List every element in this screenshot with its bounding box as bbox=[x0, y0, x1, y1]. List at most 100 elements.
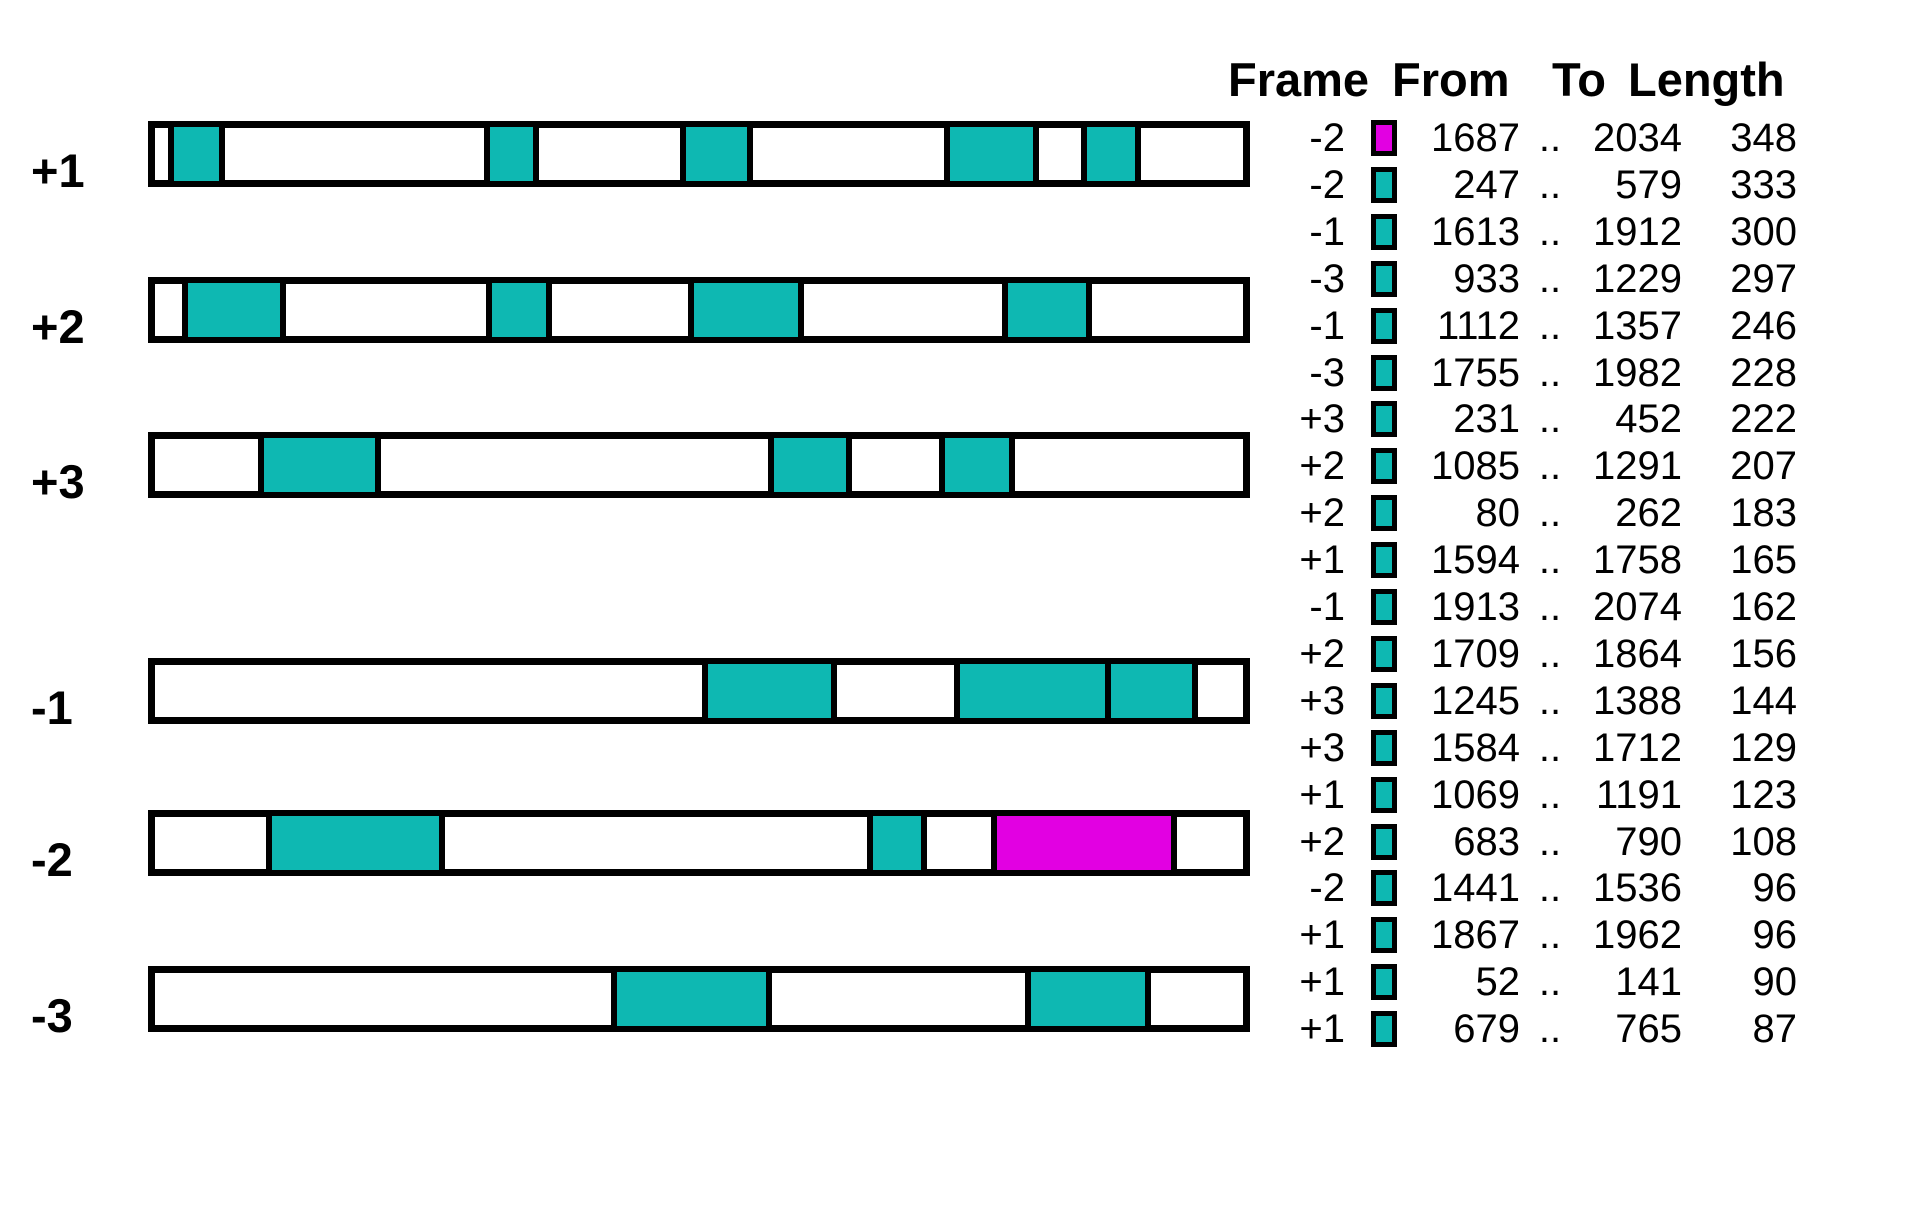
cell-length: 228 bbox=[1730, 350, 1797, 395]
table-row[interactable]: -1 1913.. 2074 162 bbox=[1230, 584, 1810, 630]
orf-color-swatch bbox=[1371, 166, 1397, 203]
orf-segment[interactable] bbox=[182, 277, 286, 343]
col-header-frame: Frame bbox=[1228, 53, 1370, 106]
cell-to: 1191 bbox=[1595, 772, 1682, 817]
cell-frame: +1 bbox=[1299, 772, 1345, 817]
orf-segment[interactable] bbox=[168, 121, 225, 187]
cell-frame: +2 bbox=[1299, 631, 1345, 676]
orf-segment[interactable] bbox=[1081, 121, 1142, 187]
orf-color-swatch bbox=[1371, 870, 1397, 907]
cell-length: 129 bbox=[1730, 725, 1797, 770]
table-row[interactable]: +3 1245.. 1388 144 bbox=[1230, 678, 1810, 724]
range-separator: .. bbox=[1538, 585, 1562, 629]
cell-from: 1913 bbox=[1431, 585, 1520, 629]
table-row[interactable]: +3 1584.. 1712 129 bbox=[1230, 725, 1810, 771]
range-separator: .. bbox=[1538, 631, 1562, 676]
orf-segment[interactable] bbox=[768, 432, 853, 498]
cell-from: 1709 bbox=[1431, 631, 1520, 676]
cell-to: 2074 bbox=[1593, 585, 1682, 629]
cell-to: 1912 bbox=[1593, 209, 1682, 254]
cell-to: 452 bbox=[1615, 397, 1682, 442]
frame-bar bbox=[148, 658, 1250, 724]
cell-to: 1864 bbox=[1593, 631, 1682, 676]
col-header-length: Length bbox=[1628, 53, 1785, 106]
orf-segment-selected[interactable] bbox=[990, 810, 1178, 876]
table-row[interactable]: +3 231.. 452 222 bbox=[1230, 396, 1810, 442]
orf-color-swatch bbox=[1371, 260, 1397, 297]
cell-frame: +2 bbox=[1299, 444, 1345, 489]
orf-color-swatch bbox=[1371, 917, 1397, 954]
table-row[interactable]: -1 1112.. 1357 246 bbox=[1230, 303, 1810, 349]
cell-length: 348 bbox=[1730, 116, 1797, 160]
table-row[interactable]: -1 1613.. 1912 300 bbox=[1230, 209, 1810, 255]
cell-length: 297 bbox=[1730, 256, 1797, 301]
cell-length: 183 bbox=[1730, 491, 1797, 536]
frame-label: -1 bbox=[31, 681, 73, 734]
table-row[interactable]: +1 679.. 765 87 bbox=[1230, 1006, 1810, 1052]
orf-segment[interactable] bbox=[1001, 277, 1092, 343]
range-separator: .. bbox=[1538, 116, 1562, 160]
cell-from: 1755 bbox=[1431, 350, 1520, 395]
orf-segment[interactable] bbox=[611, 966, 773, 1032]
table-row[interactable]: +2 80.. 262 183 bbox=[1230, 490, 1810, 536]
orf-segment[interactable] bbox=[1025, 966, 1152, 1032]
cell-length: 162 bbox=[1730, 585, 1797, 629]
orf-color-swatch bbox=[1371, 401, 1397, 438]
cell-to: 579 bbox=[1615, 162, 1682, 207]
orf-segment[interactable] bbox=[944, 121, 1039, 187]
orf-segment[interactable] bbox=[939, 432, 1016, 498]
cell-frame: -1 bbox=[1309, 585, 1345, 629]
orf-segment[interactable] bbox=[266, 810, 446, 876]
cell-from: 1584 bbox=[1431, 725, 1520, 770]
col-header-from: From bbox=[1392, 53, 1510, 106]
cell-frame: +1 bbox=[1299, 538, 1345, 583]
orf-segment[interactable] bbox=[679, 121, 754, 187]
range-separator: .. bbox=[1538, 162, 1562, 207]
cell-from: 1687 bbox=[1431, 116, 1520, 160]
orf-color-swatch bbox=[1371, 589, 1397, 625]
orf-segment[interactable] bbox=[867, 810, 927, 876]
cell-frame: +1 bbox=[1299, 1007, 1345, 1052]
cell-to: 1229 bbox=[1593, 256, 1682, 301]
range-separator: .. bbox=[1538, 1007, 1562, 1052]
orf-segment[interactable] bbox=[483, 121, 539, 187]
cell-from: 1594 bbox=[1431, 538, 1520, 583]
table-row[interactable]: +2 683.. 790 108 bbox=[1230, 819, 1810, 865]
table-row[interactable]: -2 1687.. 2034 348 bbox=[1230, 115, 1810, 161]
orf-segment[interactable] bbox=[687, 277, 804, 343]
table-row[interactable]: +2 1709.. 1864 156 bbox=[1230, 631, 1810, 677]
table-row[interactable]: +1 1867.. 1962 96 bbox=[1230, 912, 1810, 958]
cell-frame: -2 bbox=[1309, 162, 1345, 207]
table-row[interactable]: -2 247.. 579 333 bbox=[1230, 162, 1810, 208]
range-separator: .. bbox=[1538, 209, 1562, 254]
table-row[interactable]: -3 933.. 1229 297 bbox=[1230, 256, 1810, 302]
orf-segment[interactable] bbox=[1104, 658, 1198, 724]
table-row[interactable]: +1 1594.. 1758 165 bbox=[1230, 537, 1810, 583]
orf-segment[interactable] bbox=[258, 432, 382, 498]
table-row[interactable]: +2 1085.. 1291 207 bbox=[1230, 443, 1810, 489]
cell-length: 96 bbox=[1752, 913, 1798, 958]
cell-to: 262 bbox=[1615, 491, 1682, 536]
range-separator: .. bbox=[1538, 303, 1562, 348]
cell-from: 683 bbox=[1453, 819, 1520, 864]
table-row[interactable]: -3 1755.. 1982 228 bbox=[1230, 350, 1810, 396]
orf-segment[interactable] bbox=[485, 277, 552, 343]
col-header-to: To bbox=[1552, 53, 1606, 106]
cell-frame: -1 bbox=[1309, 209, 1345, 254]
range-separator: .. bbox=[1538, 913, 1562, 958]
orf-color-swatch bbox=[1371, 1011, 1397, 1048]
orf-color-swatch bbox=[1371, 635, 1397, 672]
cell-length: 246 bbox=[1730, 303, 1797, 348]
table-row[interactable]: -2 1441.. 1536 96 bbox=[1230, 865, 1810, 911]
range-separator: .. bbox=[1538, 772, 1562, 817]
cell-length: 90 bbox=[1752, 960, 1798, 1005]
orf-segment[interactable] bbox=[701, 658, 837, 724]
cell-frame: +3 bbox=[1299, 397, 1345, 442]
cell-from: 231 bbox=[1453, 397, 1520, 442]
table-row[interactable]: +1 1069.. 1191 123 bbox=[1230, 772, 1810, 818]
table-row[interactable]: +1 52.. 141 90 bbox=[1230, 959, 1810, 1005]
cell-from: 1613 bbox=[1431, 209, 1520, 254]
frame-label: -2 bbox=[31, 833, 73, 886]
orf-segment[interactable] bbox=[953, 658, 1117, 724]
frame-label: +2 bbox=[31, 300, 85, 353]
